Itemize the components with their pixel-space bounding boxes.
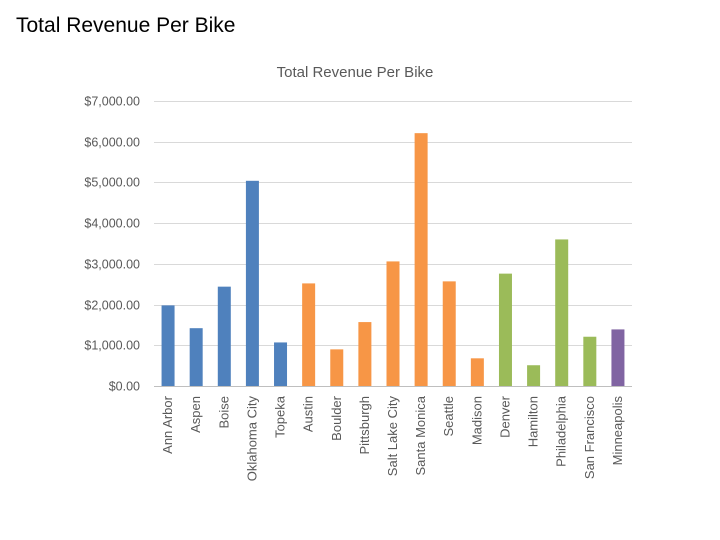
x-tick-label: Minneapolis — [610, 396, 625, 466]
bar-madison — [470, 358, 484, 386]
bar-boise — [217, 286, 231, 386]
y-tick-label: $7,000.00 — [84, 95, 140, 109]
bar-seattle — [442, 281, 456, 386]
x-tick-label: Pittsburgh — [357, 396, 372, 455]
bar-minneapolis — [611, 329, 625, 386]
x-tick-label: San Francisco — [582, 396, 597, 479]
chart-title: Total Revenue Per Bike — [277, 64, 434, 81]
slide-title: Total Revenue Per Bike — [16, 14, 236, 37]
y-tick-label: $3,000.00 — [84, 258, 140, 272]
bar-austin — [302, 283, 316, 386]
x-tick-label: Aspen — [188, 396, 203, 433]
bar-philadelphia — [555, 239, 569, 386]
x-tick-label: Madison — [469, 396, 484, 445]
y-tick-label: $2,000.00 — [84, 299, 140, 313]
x-tick-label: Seattle — [441, 396, 456, 436]
x-tick-label: Topeka — [273, 395, 288, 438]
x-tick-label: Hamilton — [526, 396, 541, 447]
y-tick-label: $4,000.00 — [84, 217, 140, 231]
x-tick-label: Oklahoma City — [244, 396, 259, 482]
x-tick-label: Boulder — [329, 395, 344, 440]
bar-san-francisco — [583, 336, 597, 386]
bar-boulder — [330, 349, 344, 386]
y-tick-label: $5,000.00 — [84, 176, 140, 190]
y-axis: $0.00 $1,000.00 $2,000.00 $3,000.00 $4,000.0… — [84, 95, 140, 394]
y-tick-label: $6,000.00 — [84, 136, 140, 150]
bar-pittsburgh — [358, 322, 372, 386]
x-tick-label: Denver — [497, 395, 512, 438]
x-tick-label: Austin — [301, 396, 316, 432]
x-tick-label: Santa Monica — [413, 395, 428, 475]
bar-ann-arbor — [161, 305, 175, 386]
bars — [161, 133, 625, 386]
bar-topeka — [274, 342, 288, 386]
x-axis: Ann Arbor Aspen Boise Oklahoma City Topeka Au… — [160, 395, 625, 481]
x-tick-label: Ann Arbor — [160, 395, 175, 453]
x-tick-label: Philadelphia — [554, 395, 569, 467]
y-tick-label: $1,000.00 — [84, 339, 140, 353]
bar-oklahoma-city — [245, 180, 259, 386]
bar-hamilton — [527, 365, 541, 386]
bar-denver — [498, 273, 512, 386]
bar-salt-lake-city — [386, 261, 400, 386]
bar-santa-monica — [414, 133, 428, 386]
x-tick-label: Salt Lake City — [385, 396, 400, 477]
x-tick-label: Boise — [216, 396, 231, 429]
y-tick-label: $0.00 — [109, 380, 140, 394]
bar-aspen — [189, 328, 203, 386]
